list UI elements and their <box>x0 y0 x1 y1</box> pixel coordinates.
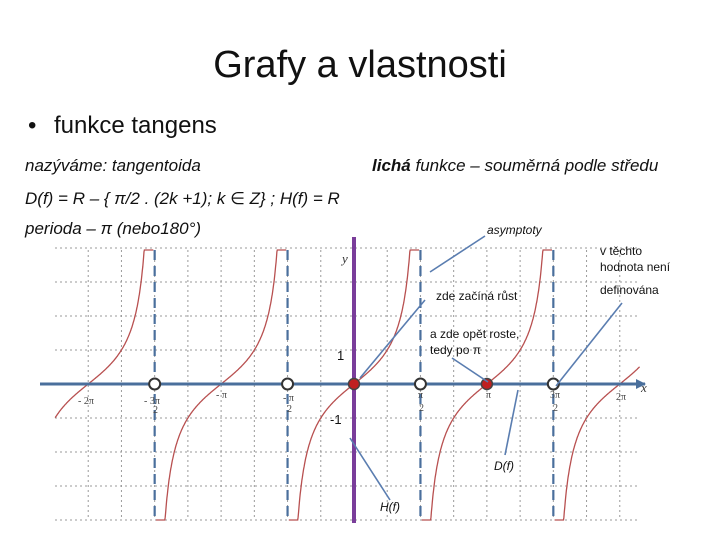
definition-name: nazýváme: tangentoida <box>25 156 201 175</box>
label-hodnota-2: hodnota není <box>600 260 671 274</box>
open-point <box>413 377 427 391</box>
x-tick-pi: π <box>486 390 491 401</box>
x-tick-minus-pi: - π <box>216 390 227 401</box>
x-tick-2pi: 2π <box>616 392 626 403</box>
parity-rest: funkce – souměrná podle středu <box>410 156 659 175</box>
bullet-text: funkce tangens <box>54 112 217 139</box>
arrow-df <box>504 389 519 456</box>
x-tick-pi2: π <box>418 390 423 401</box>
domain-range-line: D(f) = R – { π/2 . (2k +1); k ∈ Z} ; H(f… <box>25 189 340 208</box>
open-point <box>281 377 295 391</box>
arrow-zacina <box>359 299 426 379</box>
open-point <box>546 377 560 391</box>
annotation-arrows <box>349 235 623 501</box>
label-hodnota-3: definována <box>600 283 659 297</box>
arrow-asymptoty <box>429 235 486 273</box>
open-point <box>148 377 162 391</box>
label-hodnota-1: v těchto <box>600 244 642 258</box>
filled-point <box>480 377 494 391</box>
x-tick-3pi2-den: 2 <box>553 403 558 414</box>
x-tick-minus-pi2-den: 2 <box>287 404 292 415</box>
tangent-branch <box>554 366 641 521</box>
label-opet-1: a zde opět roste, <box>430 327 519 341</box>
arrow-hf <box>349 437 391 501</box>
x-axis-label: x <box>640 380 647 395</box>
marked-points <box>148 377 560 391</box>
slide-title: Grafy a vlastnosti <box>213 44 507 86</box>
x-tick-minus-pi2: - π <box>283 393 294 404</box>
x-axis-arrow <box>636 379 646 389</box>
x-tick-minus-3pi2: - 3π <box>144 396 160 407</box>
label-asymptoty: asymptoty <box>487 223 543 237</box>
label-hf: H(f) <box>380 500 400 514</box>
parity-bold: lichá <box>372 156 411 175</box>
parity-line: lichá funkce – souměrná podle středu <box>372 156 658 176</box>
arrow-hodnota <box>555 302 623 387</box>
bullet-symbol: • <box>28 112 37 139</box>
bullet-item: • funkce tangens <box>28 112 217 140</box>
y-tick-minus1: -1 <box>330 412 342 427</box>
period-line: perioda – π (nebo180°) <box>25 219 202 238</box>
tangent-branch <box>54 249 154 419</box>
x-tick-minus-2pi: - 2π <box>78 396 94 407</box>
x-tick-3pi2: 3π <box>550 390 560 401</box>
arrow-opet <box>451 357 489 383</box>
label-df: D(f) <box>494 459 514 473</box>
y-tick-1: 1 <box>337 348 344 363</box>
x-tick-pi2-den: 2 <box>419 403 424 414</box>
label-opet-2: tedy po π <box>430 343 481 357</box>
label-zacina: zde začíná růst <box>436 289 518 303</box>
filled-point <box>347 377 361 391</box>
y-axis-label: y <box>340 251 348 266</box>
x-tick-minus-3pi2-den: 2 <box>153 405 158 416</box>
